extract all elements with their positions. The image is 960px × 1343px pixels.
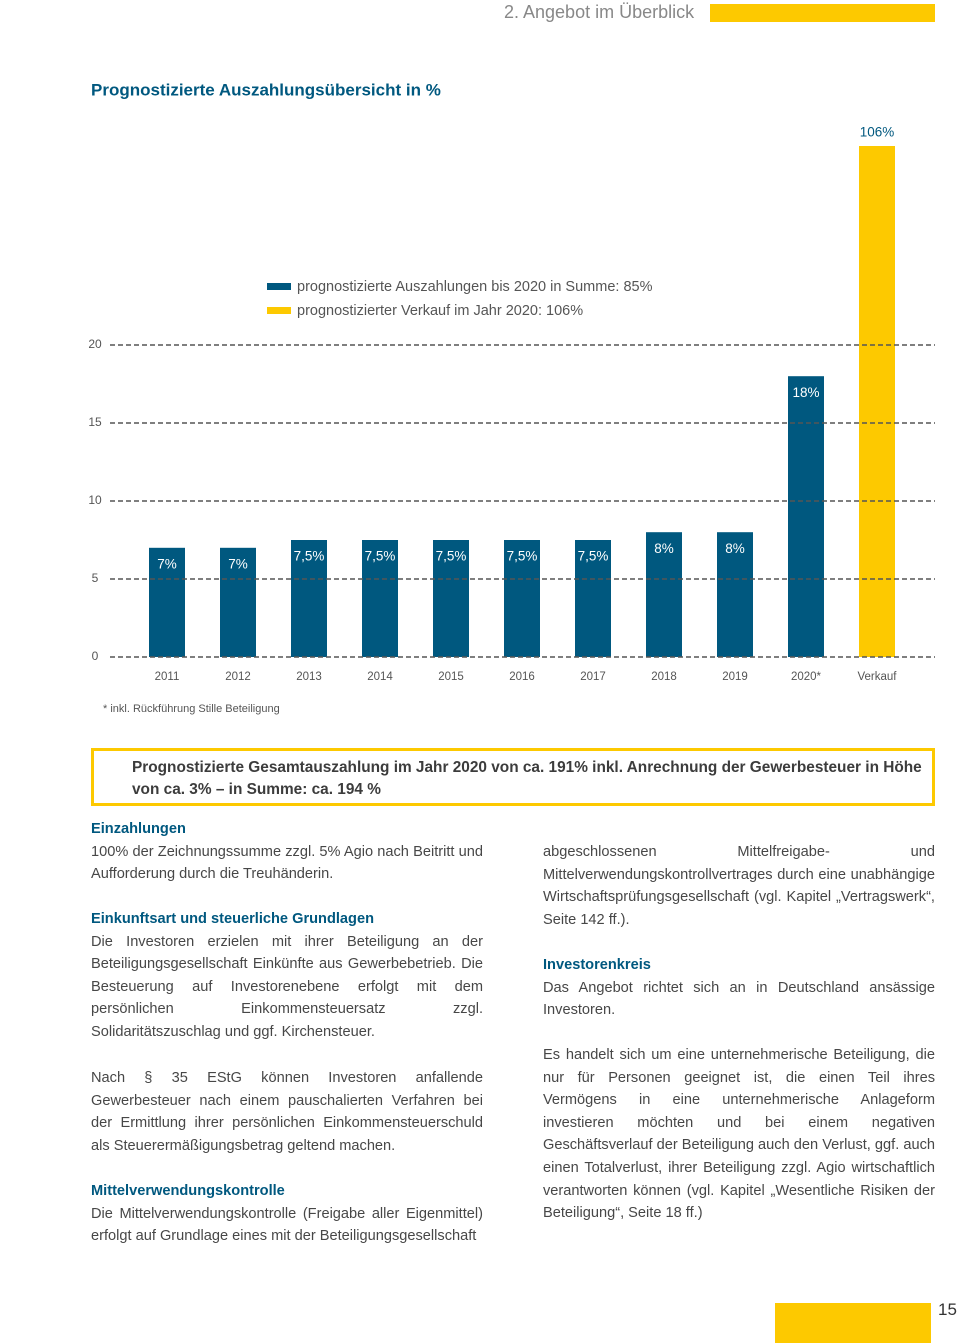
value-label: 7,5% [578,549,609,564]
column-left-1: Einzahlungen 100% der Zeichnungssumme zz… [91,818,483,886]
column-left-2: Einkunftsart und steuerliche Grundlagen … [91,908,483,1044]
value-label: 8% [654,541,674,556]
bar [504,540,540,657]
y-tick-label: 5 [92,571,99,585]
bar [149,547,185,657]
column-right-2: Investorenkreis Das Angebot richtet sich… [543,954,935,1022]
legend-swatch [267,283,291,290]
paragraph: Nach § 35 EStG können Investoren anfalle… [91,1070,483,1154]
heading: Einkunftsart und steuerliche Grundlagen [91,911,374,927]
chart-title: Prognostizierte Auszahlungsübersicht in … [91,80,441,99]
value-label: 7,5% [365,549,396,564]
value-label: 8% [725,541,745,556]
page-number: 15 [938,1300,957,1319]
value-label: 7,5% [294,549,325,564]
bar [859,146,895,657]
value-label: 7,5% [507,549,538,564]
footer-bar [775,1303,931,1343]
heading: Einzahlungen [91,821,186,837]
y-tick-label: 20 [88,337,102,351]
bar [433,540,469,657]
x-tick-label: 2020* [791,671,822,683]
heading: Investorenkreis [543,957,651,973]
x-tick-label: 2019 [722,671,748,683]
paragraph: Das Angebot richtet sich an in Deutschla… [543,979,935,1019]
value-label: 7% [157,556,177,571]
x-tick-label: 2012 [225,671,251,683]
x-tick-label: 2015 [438,671,464,683]
heading: Mittelverwendungskontrolle [91,1183,285,1199]
legend-label: prognostizierte Auszahlungen bis 2020 in… [297,279,653,295]
section-header: 2. Angebot im Überblick [504,2,695,22]
legend-label: prognostizierter Verkauf im Jahr 2020: 1… [297,303,583,319]
bar [646,532,682,657]
x-tick-label: Verkauf [858,671,898,683]
paragraph: Es handelt sich um eine unternehmerische… [543,1047,935,1222]
highlight-box: Prognostizierte Gesamtauszahlung im Jahr… [91,748,935,806]
bar [362,540,398,657]
y-tick-label: 10 [88,493,102,507]
bar [575,540,611,657]
legend-swatch [267,307,291,314]
x-tick-label: 2014 [367,671,393,683]
x-tick-label: 2011 [155,671,180,683]
x-tick-label: 2017 [580,671,606,683]
value-label: 7% [228,556,248,571]
x-tick-label: 2018 [651,671,677,683]
x-tick-label: 2016 [509,671,535,683]
chart: Prognostizierte Auszahlungsübersicht in … [88,80,935,715]
paragraph: abgeschlossenen Mittelfreigabe- und Mitt… [543,844,935,928]
value-label: 18% [792,385,819,400]
footnote: * inkl. Rückführung Stille Beteiligung [103,703,280,715]
column-right-3: Es handelt sich um eine unternehmerische… [543,1044,935,1225]
paragraph: Die Mittelverwendungskontrolle (Freigabe… [91,1205,483,1245]
bar [291,540,327,657]
value-label: 106% [860,125,895,140]
x-tick-label: 2013 [296,671,322,683]
value-label: 7,5% [436,549,467,564]
bar [788,376,824,657]
paragraph: 100% der Zeichnungssumme zzgl. 5% Agio n… [91,843,483,883]
y-tick-label: 0 [92,649,99,663]
header-bar [710,4,935,22]
y-tick-label: 15 [88,415,102,429]
column-left-4: Mittelverwendungskontrolle Die Mittelver… [91,1180,483,1248]
column-right-1: abgeschlossenen Mittelfreigabe- und Mitt… [543,841,935,931]
bar [220,547,256,657]
column-left-3: Nach § 35 EStG können Investoren anfalle… [91,1067,483,1157]
paragraph: Die Investoren erzielen mit ihrer Beteil… [91,933,483,1040]
bar [717,532,753,657]
